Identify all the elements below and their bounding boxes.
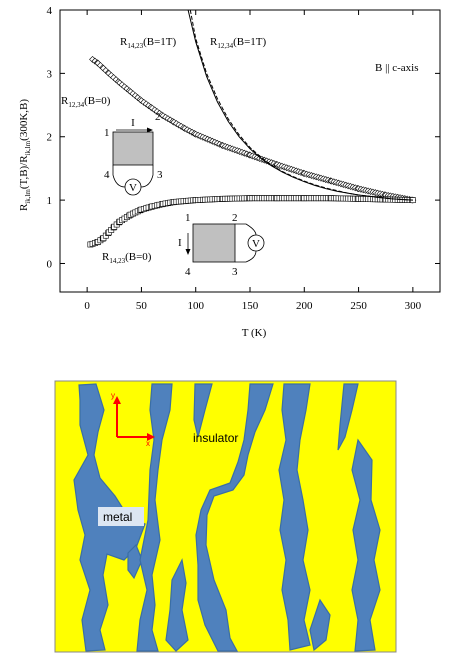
contact-4: 4 <box>185 266 191 278</box>
x-tick-label: 0 <box>84 300 90 312</box>
contact-1: 1 <box>104 127 110 139</box>
y-tick-label: 4 <box>47 5 53 17</box>
map-axes: y x <box>111 391 155 448</box>
metal-domain <box>351 438 381 652</box>
phase-map: y x insulator metal <box>54 380 397 653</box>
voltmeter-label: V <box>129 182 137 194</box>
sample-square <box>112 131 154 166</box>
y-tick-label: 0 <box>47 258 53 270</box>
label-r12-34-0: R12,34(B=0) <box>61 95 111 109</box>
series-3 <box>189 9 413 201</box>
current-label: I <box>178 237 182 249</box>
x-tick-label: 300 <box>405 300 422 312</box>
contact-4: 4 <box>104 169 110 181</box>
metal-domain <box>127 543 143 580</box>
inset-r12-34: I 1 2 4 3 V <box>104 111 163 196</box>
resistance-chart: 0 50 100 150 200 250 300 0 1 2 3 4 T (K) Rik,lm(T,… <box>18 5 441 339</box>
current-label: I <box>131 117 135 129</box>
voltmeter-wire <box>235 223 257 263</box>
contact-3: 3 <box>157 169 163 181</box>
metal-domain <box>195 383 274 652</box>
contact-1: 1 <box>185 212 191 224</box>
label-r14-23-0: R14,23(B=0) <box>102 251 152 265</box>
x-tick-label: 250 <box>350 300 367 312</box>
metal-domain <box>136 383 173 652</box>
x-tick-label: 150 <box>242 300 259 312</box>
voltmeter-icon <box>124 178 142 196</box>
series-layer <box>87 9 417 248</box>
inset-r14-23: 1 2 4 3 I V <box>178 212 265 278</box>
current-arrowhead <box>147 127 153 133</box>
current-arrowhead <box>185 249 191 255</box>
contact-2: 2 <box>155 111 161 123</box>
metal-label-box <box>98 507 144 526</box>
y-arrowhead-icon <box>113 396 121 404</box>
y-tick-label: 2 <box>47 132 53 144</box>
metal-domain <box>193 383 213 438</box>
x-tick-label: 200 <box>296 300 313 312</box>
metal-domain <box>337 383 359 451</box>
y-axis-title: Rik,lm(T,B)/Rik,lm(300K,B) <box>18 99 32 211</box>
metal-domain <box>278 383 311 651</box>
y-tick-label: 3 <box>47 68 53 80</box>
svg-text:Rik,lm(T,B)/Rik,lm(300K,B): Rik,lm(T,B)/Rik,lm(300K,B) <box>18 99 32 211</box>
x-axis-title: T (K) <box>242 327 267 339</box>
voltmeter-icon <box>247 234 265 252</box>
metal-domain <box>165 558 189 652</box>
sample-square <box>192 223 236 263</box>
voltmeter-wire <box>112 165 154 188</box>
label-r12-34-1t: R12,34(B=1T) <box>210 36 267 50</box>
x-axis-label: x <box>146 439 150 448</box>
metal-domain <box>309 598 331 652</box>
x-axis-ticks: 0 50 100 150 200 250 300 <box>84 10 422 312</box>
contact-3: 3 <box>232 266 238 278</box>
label-r14-23-1t: R14,23(B=1T) <box>120 36 177 50</box>
x-tick-label: 100 <box>187 300 204 312</box>
series-line <box>189 9 413 201</box>
x-arrowhead-icon <box>147 433 155 441</box>
field-direction-annotation: B || c-axis <box>375 62 419 74</box>
y-axis-ticks: 0 1 2 3 4 <box>47 5 440 270</box>
voltmeter-label: V <box>252 238 260 250</box>
contact-2: 2 <box>232 212 238 224</box>
y-axis-label: y <box>111 391 115 400</box>
insulator-label: insulator <box>193 431 238 445</box>
y-tick-label: 1 <box>47 195 53 207</box>
series-1 <box>87 195 416 248</box>
metal-label: metal <box>103 510 132 524</box>
x-tick-label: 50 <box>136 300 148 312</box>
